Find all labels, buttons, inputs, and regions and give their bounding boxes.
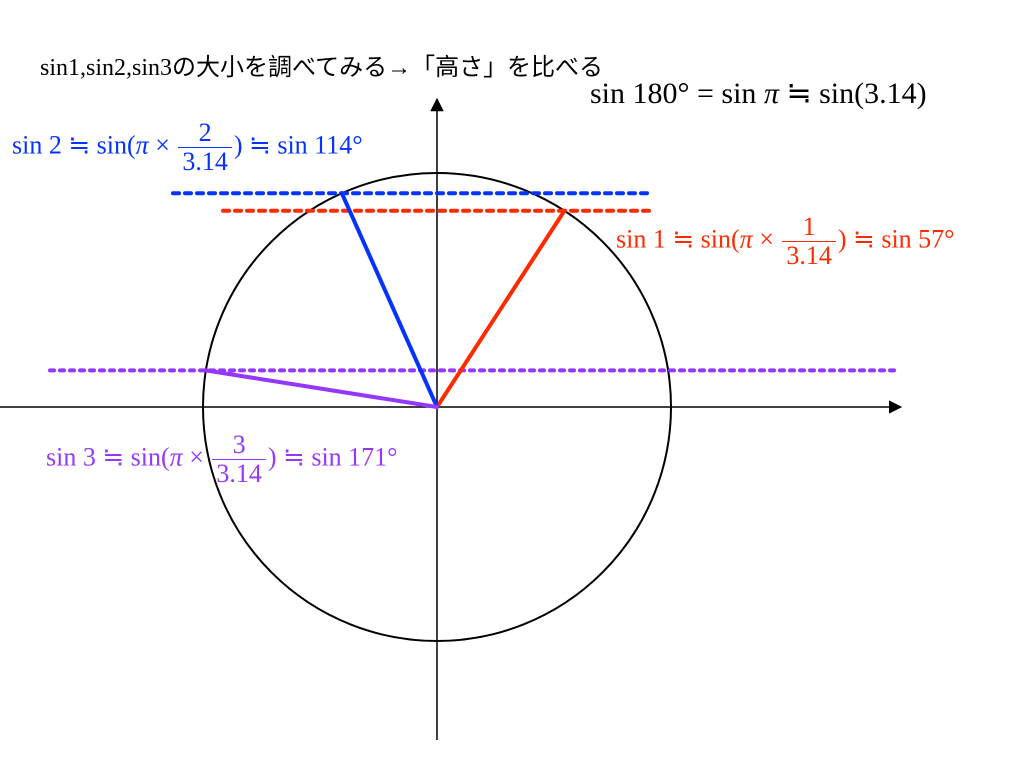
radius-ray (342, 193, 437, 407)
fraction: 33.14 (212, 432, 266, 487)
eq-part: sin 180° = sin (590, 77, 764, 110)
label-prefix: sin 1 ≒ sin( (616, 224, 740, 253)
fraction-denominator: 3.14 (212, 459, 266, 487)
label-suffix: ) ≒ sin 171° (268, 442, 398, 471)
label-times: × (183, 442, 211, 471)
diagram-stage: { "canvas": { "width": 1024, "height": 7… (0, 0, 1024, 768)
title-text: sin1,sin2,sin3の大小を調べてみる→「高さ」を比べる (40, 54, 603, 83)
radius-ray (206, 370, 437, 407)
fraction-denominator: 3.14 (178, 147, 232, 175)
pi-symbol: π (136, 130, 149, 159)
diagram-svg (0, 0, 1024, 768)
label-suffix: ) ≒ sin 57° (838, 224, 955, 253)
fraction-numerator: 3 (212, 432, 266, 459)
fraction-denominator: 3.14 (782, 241, 836, 269)
pi-symbol: π (170, 442, 183, 471)
fraction: 13.14 (782, 214, 836, 269)
label-prefix: sin 3 ≒ sin( (46, 442, 170, 471)
label-times: × (753, 224, 781, 253)
fraction-numerator: 2 (178, 120, 232, 147)
label-suffix: ) ≒ sin 114° (234, 130, 363, 159)
label-prefix: sin 2 ≒ sin( (12, 130, 136, 159)
fraction: 23.14 (178, 120, 232, 175)
eq-part: ≒ sin(3.14) (779, 77, 927, 110)
radius-ray (437, 211, 564, 407)
equation-sin180: sin 180° = sin π ≒ sin(3.14) (590, 76, 927, 112)
label-sin3: sin 3 ≒ sin(π × 33.14) ≒ sin 171° (46, 432, 398, 487)
label-sin1: sin 1 ≒ sin(π × 13.14) ≒ sin 57° (616, 214, 955, 269)
label-times: × (149, 130, 177, 159)
pi-symbol: π (740, 224, 753, 253)
fraction-numerator: 1 (782, 214, 836, 241)
pi-symbol: π (764, 77, 779, 110)
label-sin2: sin 2 ≒ sin(π × 23.14) ≒ sin 114° (12, 120, 363, 175)
